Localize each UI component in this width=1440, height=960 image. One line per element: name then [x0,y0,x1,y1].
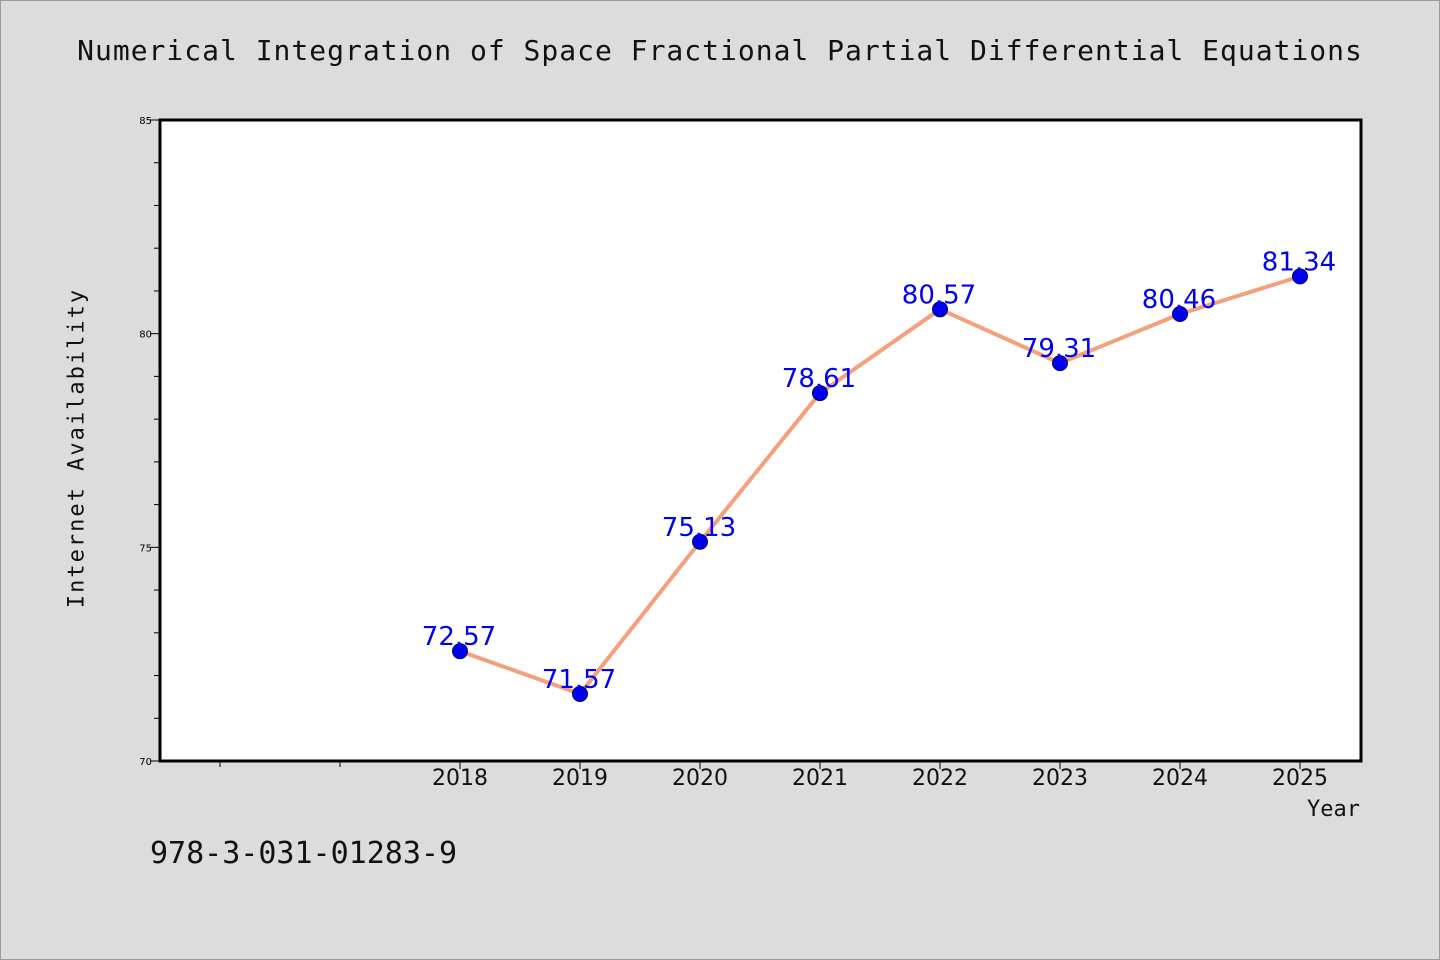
y-tick-label: 75 [139,543,152,554]
data-point [452,643,468,660]
x-tick-label: 2023 [1032,766,1088,791]
data-point [1172,306,1188,323]
x-tick-label: 2018 [432,766,488,791]
data-point [812,385,828,402]
data-point [692,533,708,550]
data-label: 80.46 [1142,285,1216,315]
x-axis-label: Year [1307,797,1360,822]
data-label: 72.57 [422,622,496,652]
data-point [1052,355,1068,372]
data-label: 71.57 [542,665,616,695]
y-tick-label: 85 [139,116,152,127]
y-tick-label: 70 [139,757,152,768]
data-point [572,685,588,702]
isbn-footnote: 978-3-031-01283-9 [150,836,458,871]
x-tick-label: 2022 [912,766,968,791]
x-tick-label: 2021 [792,766,848,791]
data-label: 79.31 [1022,334,1096,364]
data-label: 75.13 [662,513,736,543]
data-label: 81.34 [1262,247,1336,277]
plot-area [158,118,1363,763]
chart-title: Numerical Integration of Space Fractiona… [77,34,1363,67]
data-label: 80.57 [902,280,976,310]
series-line [459,274,1301,696]
data-label: 78.61 [782,364,856,394]
data-point [1292,268,1308,285]
x-tick-label: 2019 [552,766,608,791]
x-tick-label: 2025 [1272,766,1328,791]
x-tick-label: 2024 [1152,766,1208,791]
data-point [932,301,948,318]
y-tick-label: 80 [139,330,152,341]
x-tick-label: 2020 [672,766,728,791]
